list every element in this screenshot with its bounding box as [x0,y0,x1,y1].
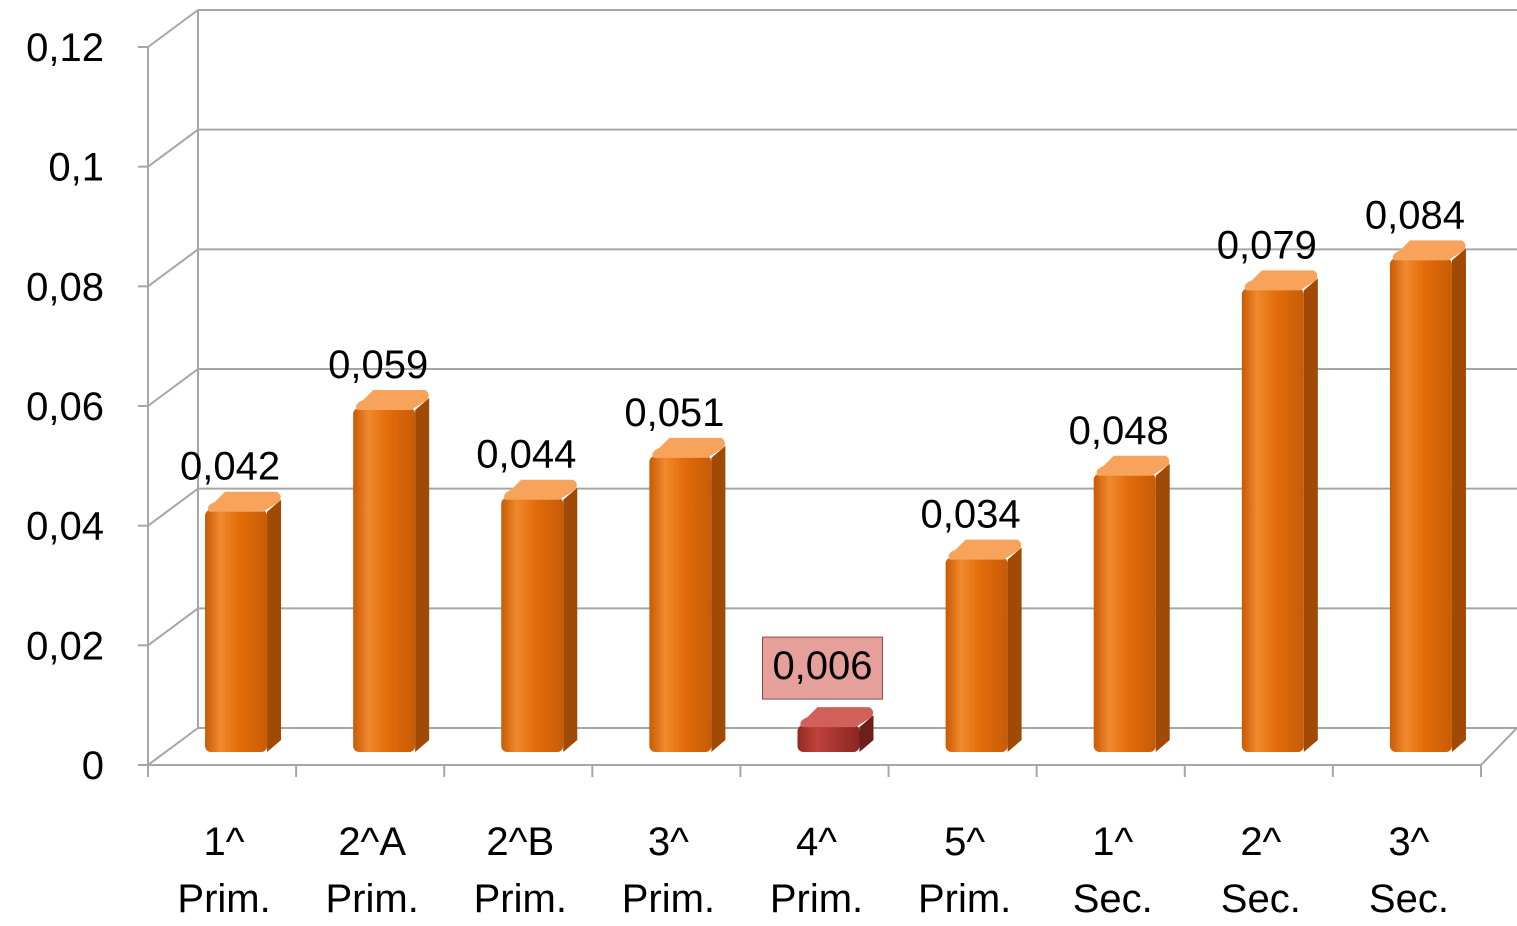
y-tick-label: 0,04 [26,505,104,549]
data-label: 0,044 [476,433,576,477]
bar-side [1303,278,1318,752]
x-tick-label: Prim. [770,877,863,921]
bar-top [1096,455,1170,476]
bar-top [1392,240,1466,261]
x-tick-label: Prim. [474,877,567,921]
x-tick-label: Prim. [622,877,715,921]
x-tick-label: 3^ [648,820,689,864]
y-tick-label: 0,02 [26,624,104,668]
x-tick-label: 2^B [486,820,554,864]
bar-front [649,455,712,752]
x-tick-label: 2^A [338,820,406,864]
data-labels: 0,042 0,059 0,044 0,051 0,006 0,034 0,048 0,079… [180,193,1465,700]
data-label-box [762,636,883,700]
data-label: 0,051 [624,391,724,435]
side-wall-gridline [147,727,199,766]
x-tick-label: 1^ [1092,820,1133,864]
bar-side [1155,463,1170,752]
side-wall-gridline [147,248,199,288]
bar-side [415,397,430,752]
x-tick-label: Prim. [918,877,1011,921]
x-tick-label: Sec. [1073,877,1153,921]
bar [945,539,1022,752]
data-label: 0,042 [180,445,280,489]
bar [1389,240,1466,752]
side-wall-gridline [147,487,199,527]
bar-side [859,715,874,752]
data-label: 0,084 [1365,193,1465,237]
bar-front [1241,288,1304,752]
bar [649,437,726,752]
side-wall-gridline [147,368,199,407]
x-tick-label: Sec. [1369,877,1449,921]
bar-top [356,389,429,410]
x-tick-label: Prim. [326,877,419,921]
axes: 0 0,02 0,04 0,06 0,08 0,1 0,12 1^ Prim. 2^A Prim. 2… [26,26,1517,921]
bar-front [205,509,268,752]
bar-top [207,491,281,512]
bar [501,479,578,752]
bar-front [1389,258,1452,752]
bar [797,707,874,752]
floor-right-edge [1480,727,1517,766]
x-tick-label: 1^ [204,820,245,864]
y-tick-label: 0,12 [26,26,104,70]
data-label: 0,006 [772,644,872,688]
bar-front [797,725,860,752]
side-wall-gridline [147,9,199,48]
bar [1241,270,1318,752]
bar-side [1007,547,1022,752]
bar-side [1451,248,1466,752]
bar-top [652,437,725,458]
bar-front [1093,473,1156,752]
y-tick-label: 0,1 [48,146,104,190]
data-label: 0,048 [1069,409,1169,453]
x-tick-label: 4^ [796,820,837,864]
bar [1093,455,1170,752]
data-label: 0,034 [921,493,1021,537]
bars [205,240,1466,752]
bar-top [800,707,874,728]
bar-front [501,497,564,752]
x-tick-label: 3^ [1388,820,1429,864]
side-wall-gridline [147,607,199,647]
y-tick-label: 0,08 [26,265,104,309]
side-wall-gridline [147,128,199,168]
bar-side [711,445,726,752]
bar-top [1244,270,1318,291]
y-tick-label: 0,06 [26,385,104,429]
bar-side [563,487,578,752]
bar [205,491,282,752]
x-tick-label: 2^ [1240,820,1281,864]
bar-front [945,557,1008,752]
x-tick-label: Prim. [177,877,270,921]
data-label: 0,059 [328,343,428,387]
y-tick-label: 0 [82,744,104,788]
bar-side [267,499,282,752]
bar-top [948,539,1022,560]
x-tick-label: Sec. [1221,877,1301,921]
bar [353,389,430,752]
x-tick-label: 5^ [944,820,985,864]
bar-front [353,407,416,752]
data-label: 0,079 [1217,223,1317,267]
bar-top [504,479,577,500]
